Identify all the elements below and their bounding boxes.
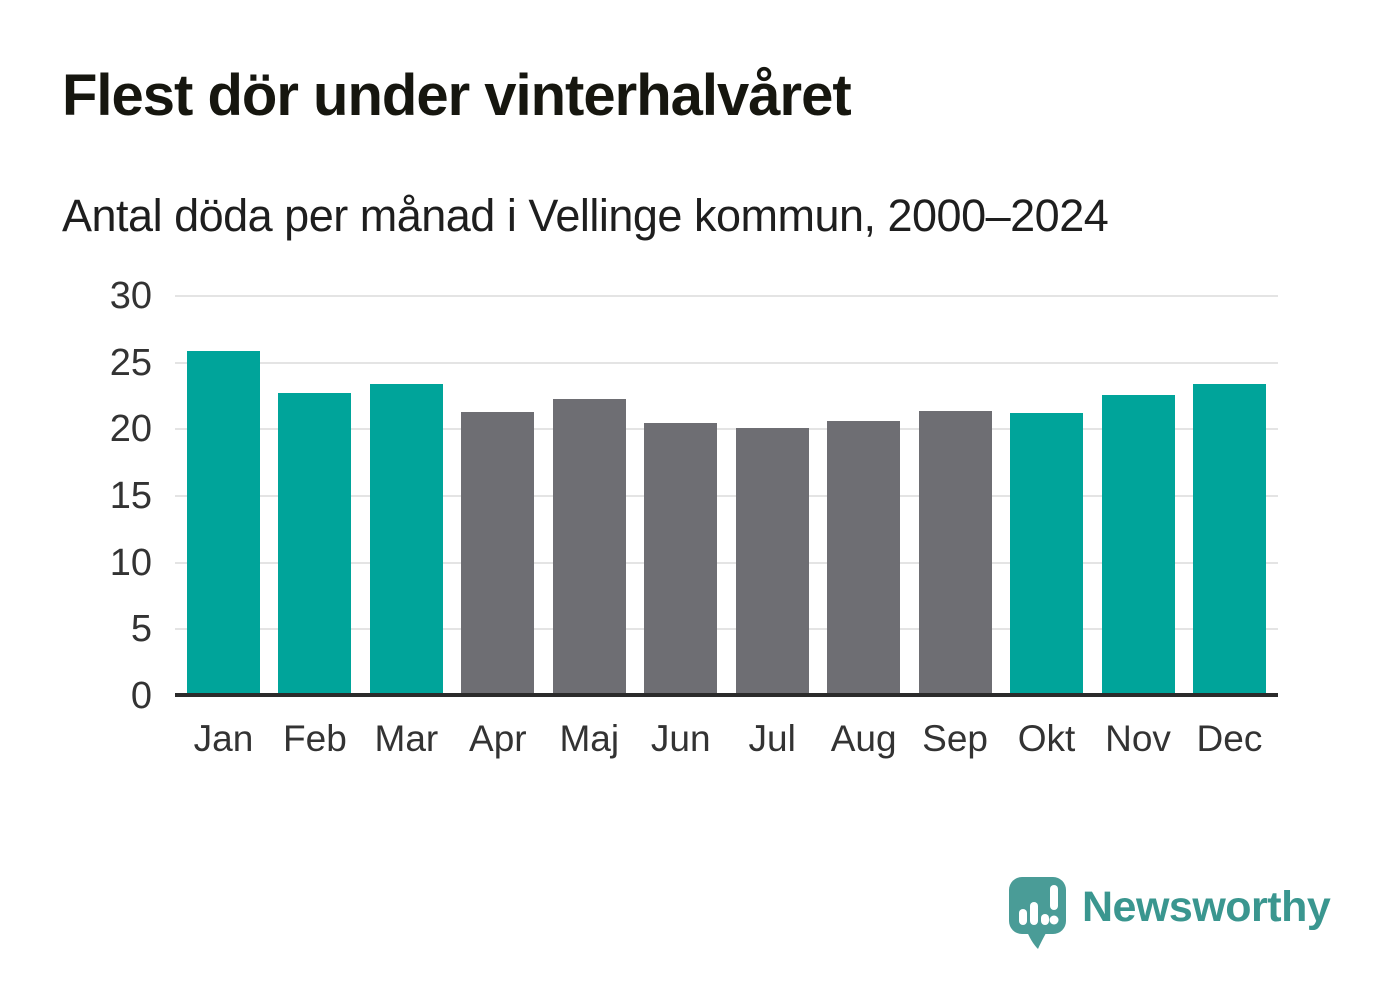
- newsworthy-speech-bubble-bar-chart-icon: [1009, 877, 1066, 949]
- gridline-y-5: [175, 628, 1278, 631]
- x-tick-label-jan: Jan: [193, 718, 254, 759]
- x-tick-label-apr: Apr: [469, 718, 527, 759]
- bar-dec: [1192, 384, 1266, 696]
- y-tick-label-25: 25: [109, 341, 152, 384]
- x-axis-line: [175, 693, 1278, 697]
- y-tick-label-0: 0: [130, 675, 152, 717]
- y-tick-label-20: 20: [109, 408, 152, 451]
- gridline-y-25: [175, 361, 1278, 364]
- bar-sep: [918, 410, 992, 696]
- y-tick-label-15: 15: [109, 475, 152, 517]
- bar-jun: [644, 422, 718, 696]
- bar-aug: [827, 421, 901, 696]
- x-tick-label-aug: Aug: [830, 718, 897, 759]
- x-tick-label-jul: Jul: [748, 718, 796, 759]
- x-tick-label-mar: Mar: [374, 718, 439, 759]
- bar-feb: [278, 393, 352, 696]
- x-tick-label-okt: Okt: [1017, 718, 1076, 759]
- y-tick-label-10: 10: [109, 541, 152, 584]
- bar-okt: [1010, 413, 1084, 696]
- gridline-y-20: [175, 428, 1278, 431]
- bar-nov: [1101, 394, 1175, 696]
- bar-mar: [369, 384, 443, 696]
- gridline-y-10: [175, 561, 1278, 564]
- gridline-y-15: [175, 495, 1278, 497]
- chart-subtitle: Antal döda per månad i Vellinge kommun, …: [62, 190, 1109, 241]
- y-tick-label-30: 30: [109, 275, 152, 317]
- x-tick-label-jun: Jun: [650, 718, 711, 759]
- plot-area: [175, 295, 1278, 696]
- gridline-y-30: [175, 295, 1278, 297]
- bar-jul: [735, 428, 809, 696]
- x-tick-label-maj: Maj: [559, 718, 620, 759]
- bar-apr: [461, 412, 535, 696]
- brand-name: Newsworthy: [1082, 882, 1331, 931]
- x-tick-label-nov: Nov: [1105, 718, 1171, 759]
- bar-maj: [552, 398, 626, 696]
- chart-title: Flest dör under vinterhalvåret: [62, 63, 852, 128]
- bar-jan: [187, 350, 260, 696]
- x-tick-label-feb: Feb: [283, 718, 347, 759]
- newsworthy-logo: Newsworthy: [1008, 876, 1331, 950]
- x-tick-label-sep: Sep: [922, 718, 989, 759]
- y-tick-label-5: 5: [130, 608, 152, 651]
- x-tick-label-dec: Dec: [1196, 718, 1263, 759]
